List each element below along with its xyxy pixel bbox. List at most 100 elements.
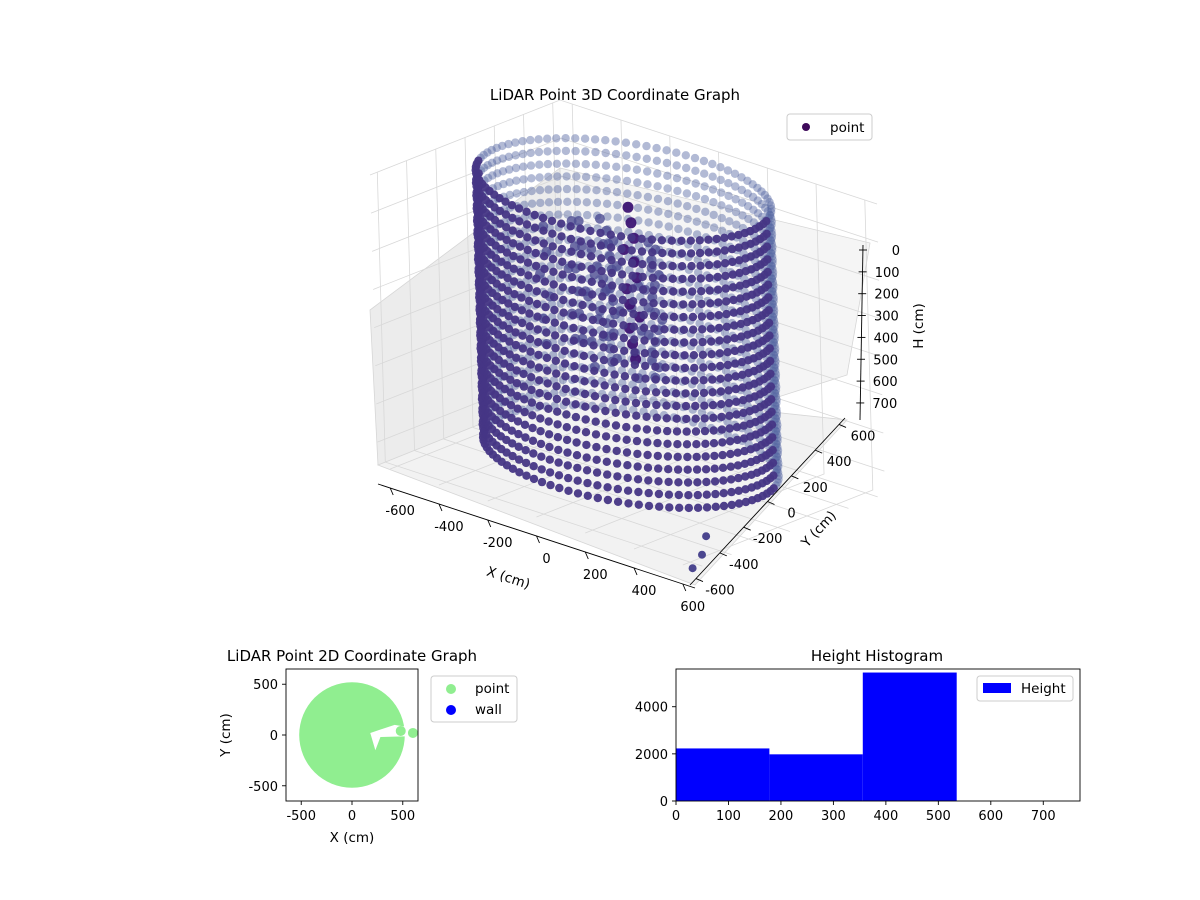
- point-3d: [675, 503, 684, 512]
- point-3d: [725, 437, 735, 446]
- point-3d: [705, 273, 714, 283]
- legend-histogram: Height: [976, 675, 1074, 702]
- point-3d: [700, 194, 710, 204]
- point-3d: [712, 234, 721, 244]
- point-3d: [553, 172, 562, 181]
- point-3d: [732, 410, 741, 419]
- point-3d: [593, 493, 602, 503]
- point-3d: [541, 290, 550, 299]
- point-3d: [651, 375, 660, 384]
- point-3d: [669, 312, 679, 322]
- point-3d: [653, 438, 662, 448]
- point-3d: [537, 452, 546, 461]
- point-3d: [769, 363, 779, 372]
- point-3d: [731, 207, 741, 217]
- point-3d: [766, 369, 775, 379]
- point-3d: [771, 414, 781, 423]
- point-3d: [621, 138, 631, 147]
- point-3d: [692, 204, 701, 214]
- point-3d: [696, 261, 705, 270]
- point-3d: [634, 500, 643, 509]
- point-3d: [716, 188, 726, 197]
- point-3d: [773, 478, 782, 487]
- point-3d: [674, 490, 683, 500]
- point-3d: [578, 300, 587, 310]
- point-disk-2d: [299, 682, 405, 788]
- point-3d: [607, 255, 616, 265]
- x-tick-label: 200: [769, 809, 794, 824]
- point-3d: [668, 261, 677, 271]
- point-3d: [539, 226, 548, 235]
- point-3d: [620, 346, 629, 355]
- point-3d: [512, 379, 522, 388]
- point-3d: [766, 201, 775, 210]
- point-3d: [707, 362, 717, 372]
- point-3d: [521, 433, 530, 442]
- point-3d: [543, 134, 552, 143]
- point-3d: [697, 299, 706, 309]
- point-3d: [517, 293, 526, 302]
- point-3d-outlier: [698, 550, 706, 559]
- point-3d: [682, 163, 691, 173]
- point-3d: [709, 198, 718, 207]
- point-3d: [518, 344, 528, 353]
- point-3d: [689, 325, 698, 334]
- point-3d: [529, 449, 538, 458]
- point-3d: [557, 232, 566, 241]
- point-3d: [769, 337, 778, 347]
- point-3d: [690, 153, 700, 163]
- point-3d: [716, 175, 725, 185]
- point-3d: [619, 321, 628, 330]
- point-3d: [582, 198, 591, 207]
- point-3d: [768, 287, 777, 296]
- point-3d: [757, 187, 766, 196]
- point-3d: [717, 400, 726, 409]
- point-3d: [658, 248, 667, 258]
- point-3d: [629, 322, 639, 331]
- point-3d: [571, 134, 580, 143]
- point-3d: [689, 351, 699, 360]
- point-3d: [622, 448, 632, 457]
- point-3d: [748, 180, 757, 189]
- point-3d: [705, 286, 714, 295]
- point-3d: [620, 359, 629, 368]
- point-3d: [730, 321, 739, 330]
- point-3d: [643, 192, 653, 202]
- point-3d: [536, 414, 545, 423]
- point-3d: [603, 470, 612, 479]
- point-3d: [632, 165, 642, 174]
- point-3d: [769, 484, 778, 493]
- h-tick-label: 400: [874, 331, 899, 346]
- point-3d: [651, 388, 661, 397]
- plot-3d: LiDAR Point 3D Coordinate Graph -600 -400…: [369, 86, 927, 615]
- point-3d: [726, 462, 735, 471]
- grid-line-y: [435, 149, 761, 544]
- legend-2d-label-wall: wall: [475, 702, 502, 718]
- point-3d: [583, 210, 592, 220]
- point-3d: [554, 458, 563, 467]
- point-3d: [589, 328, 598, 337]
- point-3d: [765, 210, 774, 219]
- point-3d: [629, 297, 638, 306]
- point-3d: [701, 220, 710, 229]
- point-3d: [673, 440, 682, 449]
- point-3d: [649, 299, 658, 308]
- point-3d: [559, 321, 569, 330]
- point-3d: [562, 172, 571, 181]
- point-3d: [598, 292, 607, 301]
- point-3d: [582, 466, 592, 475]
- point-3d: [554, 471, 564, 480]
- point-3d: [765, 331, 774, 340]
- point-3d: [763, 207, 773, 216]
- point-3d: [519, 187, 529, 197]
- point-3d: [607, 268, 616, 278]
- point-3d: [503, 286, 513, 295]
- point-3d: [701, 439, 710, 448]
- point-3d: [627, 246, 636, 255]
- point-3d: [580, 134, 590, 143]
- legend-2d-marker-wall: [446, 705, 456, 715]
- point-3d: [600, 394, 610, 403]
- h-tick-label: 300: [874, 310, 899, 325]
- point-3d: [583, 491, 592, 500]
- point-3d: [543, 147, 552, 156]
